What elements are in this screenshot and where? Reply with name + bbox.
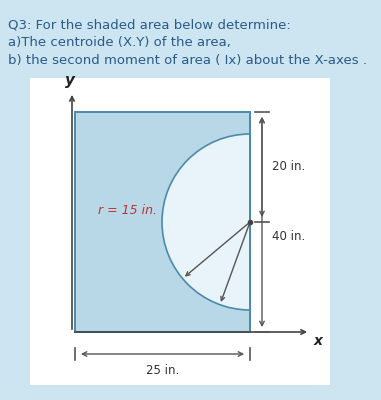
- Text: a)The centroide (X.Y) of the area,: a)The centroide (X.Y) of the area,: [8, 36, 231, 49]
- Text: b) the second moment of area ( Ix) about the X-axes .: b) the second moment of area ( Ix) about…: [8, 54, 367, 67]
- Bar: [30, 78, 330, 385]
- Text: 20 in.: 20 in.: [272, 160, 305, 174]
- Bar: [75, 112, 250, 332]
- Text: 40 in.: 40 in.: [272, 230, 305, 244]
- Text: Q3: For the shaded area below determine:: Q3: For the shaded area below determine:: [8, 18, 291, 31]
- Text: r = 15 in.: r = 15 in.: [99, 204, 157, 216]
- Text: 25 in.: 25 in.: [146, 364, 179, 377]
- Bar: [75, 112, 250, 332]
- Wedge shape: [162, 134, 250, 310]
- Text: y: y: [65, 73, 75, 88]
- Text: x: x: [314, 334, 323, 348]
